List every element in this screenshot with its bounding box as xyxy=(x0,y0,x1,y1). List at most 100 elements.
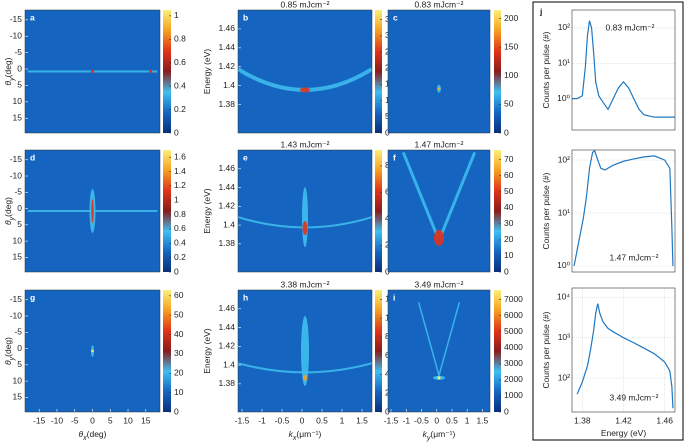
axis-label: Counts per pulse (#) xyxy=(541,172,551,249)
y-tick-label: 10² xyxy=(558,154,570,164)
feature xyxy=(303,374,307,381)
axis-label: θx(deg) xyxy=(79,429,107,442)
colorbar xyxy=(163,10,171,133)
annotation: 0.83 mJcm⁻² xyxy=(606,22,655,32)
x-tick-label: 15 xyxy=(141,415,151,425)
plot-frame xyxy=(24,149,161,273)
colorbar-tick-label: 0.8 xyxy=(174,34,186,44)
feature xyxy=(434,229,444,246)
heatmap-background xyxy=(388,10,490,133)
y-tick-label: 1.38 xyxy=(218,378,235,388)
colorbar-tick-label: 0 xyxy=(385,266,390,276)
feature xyxy=(301,316,309,386)
y-tick-label: 10 xyxy=(13,375,23,385)
label-part: y xyxy=(426,435,431,442)
label-part: k xyxy=(289,429,294,439)
colorbar-tick-label: 5 xyxy=(385,111,390,121)
x-tick-label: 1.5 xyxy=(356,415,368,425)
y-tick-label: 5 xyxy=(17,219,22,229)
y-tick-label: -15 xyxy=(10,154,23,164)
colorbar-tick-label: 0 xyxy=(174,127,179,137)
y-tick-label: 10² xyxy=(558,22,570,32)
spectrum-line xyxy=(573,149,674,267)
feature xyxy=(91,199,94,223)
colorbar-tick-label: 20 xyxy=(174,368,184,378)
panel-label: h xyxy=(243,292,248,302)
panel-label: i xyxy=(393,292,395,302)
axis-label: θy(deg) xyxy=(3,57,16,85)
colorbar-tick-label: 200 xyxy=(504,13,518,23)
x-tick-label: 0.5 xyxy=(446,415,458,425)
y-tick-label: -15 xyxy=(10,14,23,24)
y-tick-label: -5 xyxy=(14,47,22,57)
plot-frame xyxy=(237,9,373,134)
y-tick-label: 15 xyxy=(13,112,23,122)
label-part: Energy (eV) xyxy=(202,49,212,95)
colorbar-tick-label: 0 xyxy=(385,127,390,137)
panel-j-frame xyxy=(532,1,684,441)
colorbar xyxy=(375,150,382,272)
plot-frame xyxy=(24,289,161,413)
x-tick-label: 1 xyxy=(340,415,345,425)
y-tick-label: 10 xyxy=(13,96,23,106)
feature xyxy=(417,301,461,379)
x-tick-label: -1.5 xyxy=(384,415,399,425)
label-part: y xyxy=(9,216,16,221)
heatmap-image xyxy=(238,187,372,248)
label-part: (deg) xyxy=(3,337,13,357)
label-part: (deg) xyxy=(87,429,107,439)
y-tick-label: 5 xyxy=(17,359,22,369)
x-tick-label: 10 xyxy=(123,415,133,425)
y-tick-label: 10² xyxy=(558,372,570,382)
y-tick-label: 1.4 xyxy=(223,359,235,369)
feature xyxy=(300,87,310,93)
colorbar-tick-label: 40 xyxy=(504,202,514,212)
label-part: k xyxy=(423,429,428,439)
axis-label: ky(μm⁻¹) xyxy=(423,429,456,442)
colorbar-tick-label: 30 xyxy=(504,218,514,228)
colorbar xyxy=(163,150,171,272)
axis-label: θy(deg) xyxy=(3,197,16,225)
x-tick-label: 1.42 xyxy=(615,415,632,425)
plot-background xyxy=(572,10,675,130)
colorbar-tick-label: 7000 xyxy=(504,294,523,304)
colorbar-tick-label: 60 xyxy=(504,170,514,180)
x-tick-label: -0.5 xyxy=(414,415,429,425)
label-part: y xyxy=(9,356,16,361)
panel-label: d xyxy=(30,152,35,162)
x-tick-label: 0.5 xyxy=(316,415,328,425)
label-part: Counts per pulse (#) xyxy=(541,172,551,249)
plot-frame xyxy=(571,9,676,131)
plot-frame xyxy=(237,289,373,413)
colorbar xyxy=(494,290,501,412)
colorbar-tick-label: 60 xyxy=(174,290,184,300)
y-tick-label: 0 xyxy=(17,203,22,213)
colorbar-tick-label: 70 xyxy=(504,154,514,164)
heatmap-image xyxy=(238,67,372,93)
colorbar-tick-label: 3000 xyxy=(504,358,523,368)
y-tick-label: 1.44 xyxy=(218,182,235,192)
colorbar-tick-label: 1.6 xyxy=(174,151,186,161)
colorbar-tick-label: 0.8 xyxy=(174,209,186,219)
colorbar-tick-label: 100 xyxy=(504,70,518,80)
x-tick-label: -15 xyxy=(33,415,46,425)
feature xyxy=(302,221,308,236)
heatmap-image xyxy=(437,84,441,93)
feature xyxy=(91,349,94,353)
x-tick-label: 1.38 xyxy=(574,415,591,425)
x-tick-label: -1 xyxy=(258,415,266,425)
y-tick-label: 1.42 xyxy=(218,61,235,71)
panel-title: 1.47 mJcm⁻² xyxy=(415,139,464,149)
colorbar-tick-label: 1 xyxy=(174,194,179,204)
label-part: θ xyxy=(3,360,13,365)
colorbar-tick-label: 0 xyxy=(174,266,179,276)
panel-title: 3.49 mJcm⁻² xyxy=(415,279,464,289)
feature xyxy=(437,87,441,91)
x-tick-label: -5 xyxy=(71,415,79,425)
colorbar-tick-label: 50 xyxy=(504,186,514,196)
y-tick-label: 1.4 xyxy=(223,219,235,229)
colorbar-tick-label: 4000 xyxy=(504,342,523,352)
label-part: (μm⁻¹) xyxy=(296,429,321,439)
label-part: (deg) xyxy=(3,197,13,217)
colorbar-tick-label: 2000 xyxy=(504,374,523,384)
